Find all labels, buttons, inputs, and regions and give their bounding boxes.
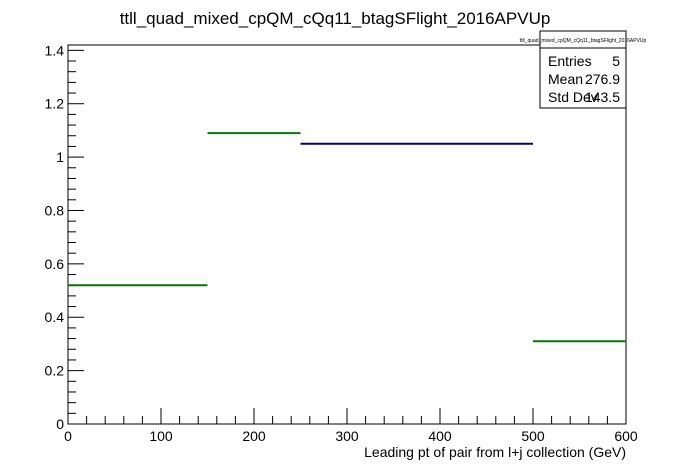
stats-box-title: ttll_quad_mixed_cpQM_cQq11_btagSFlight_2… [520, 38, 647, 44]
y-tick-label: 0.8 [45, 202, 65, 218]
stats-mean-value: 276.9 [585, 71, 620, 87]
stats-box: ttll_quad_mixed_cpQM_cQq11_btagSFlight_2… [520, 30, 647, 109]
stats-box-frame [539, 30, 627, 109]
stats-mean-label: Mean [548, 71, 583, 87]
y-axis: 0 0.2 0.4 0.6 0.8 1 1.2 1.4 [45, 42, 84, 432]
stats-stddev-label: Std Dev [548, 89, 598, 105]
stats-stddev-value: 143.5 [585, 89, 620, 105]
stats-entries-label: Entries [548, 53, 592, 69]
x-tick-label: 100 [149, 428, 173, 444]
x-tick-label: 300 [335, 428, 359, 444]
x-axis: 0 100 200 300 400 500 600 [64, 408, 638, 444]
y-tick-label: 0 [56, 416, 64, 432]
y-tick-label: 1.4 [45, 42, 65, 58]
x-tick-label: 0 [64, 428, 72, 444]
y-tick-label: 1 [56, 149, 64, 165]
y-tick-label: 0.4 [45, 309, 65, 325]
stats-entries-value: 5 [612, 53, 620, 69]
x-tick-label: 600 [614, 428, 638, 444]
x-tick-label: 400 [428, 428, 452, 444]
x-tick-label: 500 [521, 428, 545, 444]
y-tick-label: 0.2 [45, 363, 65, 379]
y-tick-label: 0.6 [45, 256, 65, 272]
x-axis-label: Leading pt of pair from l+j collection (… [364, 444, 626, 460]
histogram-bins [68, 132, 626, 343]
y-tick-label: 1.2 [45, 96, 65, 112]
x-tick-label: 200 [242, 428, 266, 444]
chart-title: ttll_quad_mixed_cpQM_cQq11_btagSFlight_2… [120, 9, 551, 28]
